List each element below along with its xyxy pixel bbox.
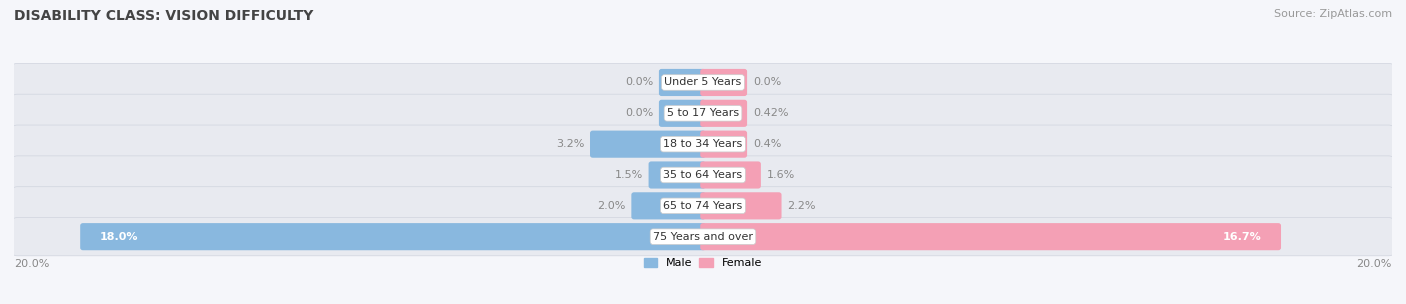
Text: 1.5%: 1.5% [614,170,643,180]
Text: 0.0%: 0.0% [624,108,652,118]
Text: 20.0%: 20.0% [14,259,49,269]
Text: 2.0%: 2.0% [598,201,626,211]
FancyBboxPatch shape [11,156,1395,194]
FancyBboxPatch shape [648,161,706,188]
FancyBboxPatch shape [659,69,706,96]
FancyBboxPatch shape [11,187,1395,225]
Text: DISABILITY CLASS: VISION DIFFICULTY: DISABILITY CLASS: VISION DIFFICULTY [14,9,314,23]
FancyBboxPatch shape [631,192,706,219]
Text: 5 to 17 Years: 5 to 17 Years [666,108,740,118]
FancyBboxPatch shape [11,94,1395,133]
FancyBboxPatch shape [80,223,706,250]
Text: 75 Years and over: 75 Years and over [652,232,754,242]
FancyBboxPatch shape [700,161,761,188]
FancyBboxPatch shape [591,131,706,158]
Text: 2.2%: 2.2% [787,201,815,211]
Text: 0.0%: 0.0% [624,78,652,88]
Text: 18 to 34 Years: 18 to 34 Years [664,139,742,149]
Text: 1.6%: 1.6% [766,170,794,180]
Text: 65 to 74 Years: 65 to 74 Years [664,201,742,211]
FancyBboxPatch shape [659,100,706,127]
Legend: Male, Female: Male, Female [640,253,766,273]
FancyBboxPatch shape [700,69,747,96]
FancyBboxPatch shape [700,100,747,127]
FancyBboxPatch shape [11,63,1395,102]
Text: 18.0%: 18.0% [100,232,139,242]
FancyBboxPatch shape [700,223,1281,250]
Text: 0.4%: 0.4% [754,139,782,149]
FancyBboxPatch shape [11,218,1395,256]
Text: Source: ZipAtlas.com: Source: ZipAtlas.com [1274,9,1392,19]
Text: 0.42%: 0.42% [754,108,789,118]
Text: 3.2%: 3.2% [555,139,583,149]
Text: Under 5 Years: Under 5 Years [665,78,741,88]
FancyBboxPatch shape [700,131,747,158]
FancyBboxPatch shape [11,125,1395,163]
Text: 20.0%: 20.0% [1357,259,1392,269]
Text: 35 to 64 Years: 35 to 64 Years [664,170,742,180]
Text: 16.7%: 16.7% [1222,232,1261,242]
Text: 0.0%: 0.0% [754,78,782,88]
FancyBboxPatch shape [700,192,782,219]
